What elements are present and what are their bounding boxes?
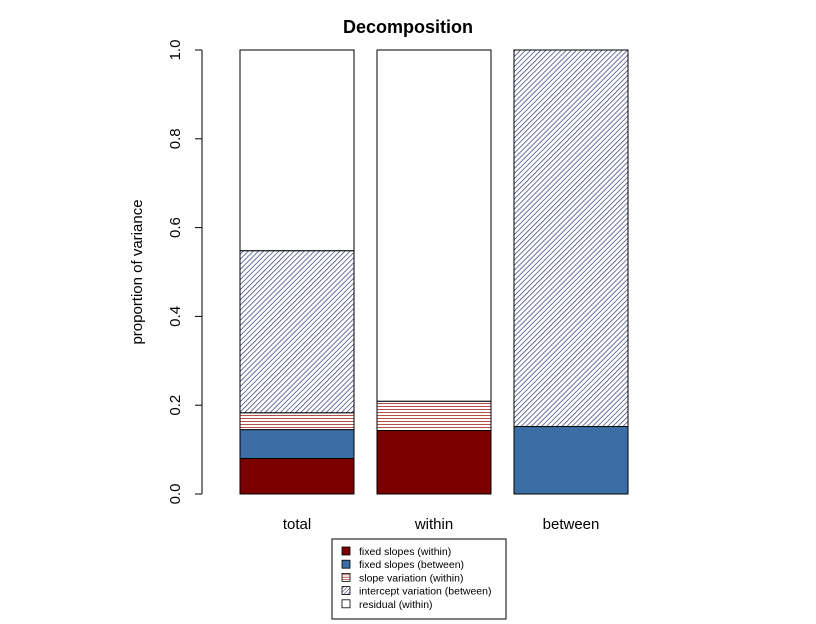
legend-box	[331, 538, 507, 620]
bar-within	[376, 49, 492, 495]
bar-total	[239, 49, 355, 495]
legend-swatch-residual-within	[341, 599, 351, 609]
y-tick-label: 0.4	[167, 306, 184, 327]
x-tick-label: between	[543, 516, 600, 533]
legend-label: fixed slopes (between)	[359, 559, 464, 571]
bars	[239, 49, 629, 495]
y-tick-label: 0.0	[167, 484, 184, 505]
bar-segment-fixed-slopes-between	[239, 429, 355, 459]
bar-segment-slope-variation-within	[239, 412, 355, 431]
x-tick-label: total	[283, 516, 311, 533]
chart-title: Decomposition	[343, 17, 473, 37]
bar-segment-fixed-slopes-between	[513, 426, 629, 495]
bar-segment-intercept-variation-between	[513, 49, 629, 428]
y-tick-label: 0.2	[167, 395, 184, 416]
x-axis-labels: total within between	[283, 516, 600, 533]
bar-segment-fixed-slopes-within	[239, 457, 355, 495]
legend-swatch-fixed-slopes-within	[341, 546, 351, 556]
y-tick-label: 1.0	[167, 40, 184, 61]
y-axis: 0.0 0.2 0.4 0.6 0.8 1.0	[167, 40, 203, 505]
legend-swatch-intercept-variation-between	[341, 586, 351, 595]
legend-swatch-fixed-slopes-between	[341, 559, 351, 569]
bar-segment-intercept-variation-between	[239, 250, 355, 414]
legend-label: slope variation (within)	[359, 572, 463, 584]
y-tick-label: 0.8	[167, 128, 184, 149]
bar-segment-slope-variation-within	[376, 400, 492, 432]
x-tick-label: within	[414, 516, 453, 533]
bar-between	[513, 49, 629, 495]
legend-label: fixed slopes (within)	[359, 546, 451, 558]
legend: fixed slopes (within)fixed slopes (betwe…	[331, 538, 507, 620]
legend-label: residual (within)	[359, 599, 433, 611]
y-tick-label: 0.6	[167, 217, 184, 238]
bar-segment-residual-within	[376, 49, 492, 402]
bar-segment-fixed-slopes-within	[376, 430, 492, 495]
legend-swatch-slope-variation-within	[341, 573, 351, 582]
bar-segment-residual-within	[239, 49, 355, 252]
legend-label: intercept variation (between)	[359, 586, 492, 598]
y-axis-label: proportion of variance	[129, 199, 146, 344]
